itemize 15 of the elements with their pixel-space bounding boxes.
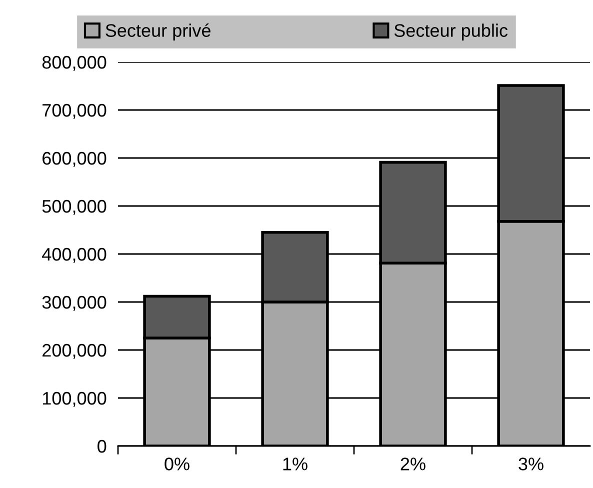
- x-tick-label: 0%: [164, 458, 190, 470]
- y-tick-label: 200,000: [42, 344, 106, 359]
- y-tick-label: 0: [98, 440, 106, 453]
- y-tick-label: 400,000: [42, 248, 106, 263]
- legend-label: Secteur privé: [106, 23, 210, 41]
- x-tick-label: 3%: [518, 458, 544, 470]
- y-tick-label: 100,000: [43, 392, 106, 407]
- x-tick-label: 1%: [283, 458, 308, 470]
- legend-label: Secteur public: [394, 24, 508, 41]
- y-tick-label: 600,000: [42, 152, 106, 167]
- y-tick-label: 500,000: [42, 200, 106, 215]
- y-tick-label: 800,000: [42, 56, 106, 71]
- y-tick-label: 700,000: [42, 104, 106, 119]
- y-tick-label: 300,000: [42, 296, 106, 311]
- x-tick-label: 2%: [400, 458, 426, 470]
